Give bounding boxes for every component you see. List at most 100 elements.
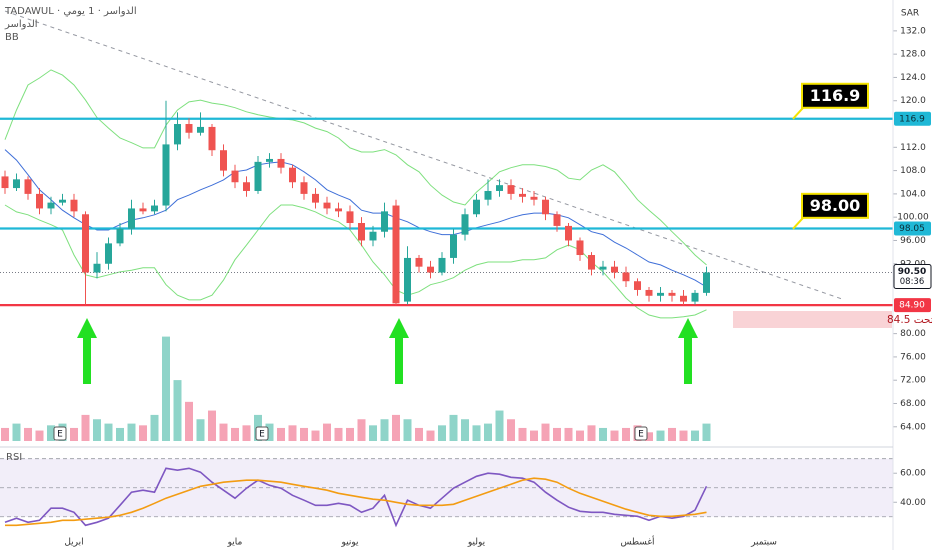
y-tick-label: 96.00 <box>900 236 926 246</box>
x-tick-label: سبتمبر <box>750 538 777 548</box>
volume-bar <box>530 430 538 441</box>
volume-bar <box>369 425 377 441</box>
candle-body <box>611 266 618 273</box>
candle-body <box>450 234 457 258</box>
earnings-label: E <box>259 430 265 440</box>
volume-bar <box>645 432 653 441</box>
last-price-box <box>893 263 932 289</box>
volume-bar <box>564 427 573 441</box>
candle-body <box>289 167 296 183</box>
volume-bar <box>35 430 44 441</box>
volume-bar <box>265 423 274 441</box>
y-tick-label: 72.00 <box>900 376 926 386</box>
x-tick-label: يوليو <box>467 538 486 548</box>
candle-body <box>622 272 630 282</box>
annotation: وقف الخسارة الاغلاق تحت 84.5 <box>887 314 932 326</box>
volume-bar <box>173 380 182 441</box>
candle-body <box>208 126 216 151</box>
candle-body <box>553 214 561 226</box>
volume-bar <box>288 425 297 441</box>
volume-bar <box>104 423 113 441</box>
plot-layer: 132.0 128.0 124.0 120.0 112.0 108.0 104.0 100.0… <box>0 10 932 548</box>
candle-body <box>657 292 664 296</box>
volume-bar <box>380 419 389 441</box>
volume-bar <box>231 427 239 441</box>
candle-body <box>335 208 342 212</box>
candle-body <box>197 126 204 133</box>
candle-body <box>300 182 308 194</box>
y-tick-label: 124.0 <box>900 73 926 83</box>
trendline <box>4 10 845 301</box>
candle-body <box>703 272 710 293</box>
arrows <box>77 318 698 384</box>
x-tick-label: يونيو <box>340 538 359 548</box>
candle-body <box>36 193 43 209</box>
volume-bar <box>415 427 423 441</box>
volume-bar <box>472 425 481 441</box>
earnings-marker <box>634 426 648 441</box>
y-tick-label: 104.0 <box>900 189 926 199</box>
candle-body <box>415 257 423 267</box>
volume-bar <box>461 419 469 441</box>
earnings-marker <box>255 426 269 441</box>
volume-bar <box>403 419 412 441</box>
y-tick-label: 80.00 <box>900 329 926 339</box>
volume-bar <box>311 430 320 441</box>
volume-bar <box>139 425 147 441</box>
level-axis-box <box>894 221 931 236</box>
candle-body <box>312 193 319 203</box>
annotation-box <box>733 311 892 328</box>
candle-body <box>24 179 32 194</box>
candle-body <box>266 158 273 162</box>
candle-body <box>369 231 377 241</box>
candle-body <box>128 208 135 229</box>
earnings-label: E <box>638 430 644 440</box>
candle-body <box>254 161 262 191</box>
volume-bar <box>599 427 607 441</box>
volume-bar <box>426 430 435 441</box>
candle-body <box>461 214 469 235</box>
volume-bar <box>656 430 665 441</box>
x-tick-label: ابريل <box>64 538 83 548</box>
volume-bar <box>668 427 676 441</box>
volume-bar <box>47 425 55 441</box>
candle-body <box>599 266 607 270</box>
candle-body <box>82 214 89 273</box>
x-tick-label: أغسطس <box>620 536 654 548</box>
callout-label: 98.00 <box>810 196 861 215</box>
rsi-tick-label: 60.00 <box>900 469 926 479</box>
last-price-label: 90.50 <box>898 267 926 277</box>
rsi-line <box>4 467 708 528</box>
candle-body <box>13 179 20 189</box>
volume-bar <box>196 419 205 441</box>
callout-label: 116.9 <box>810 86 861 105</box>
candle-body <box>645 289 653 296</box>
volume-bar <box>127 423 136 441</box>
candle-body <box>139 208 147 212</box>
candle-body <box>93 263 101 273</box>
volume-bar <box>116 427 124 441</box>
candle-body <box>691 292 699 302</box>
volume-bar <box>208 410 216 441</box>
level-axis-box <box>894 298 931 313</box>
volume-bar <box>679 430 688 441</box>
volume-bar <box>185 401 193 441</box>
x-tick-label: مايو <box>227 538 243 548</box>
y-tick-label: 68.00 <box>900 399 926 409</box>
bb-upper <box>4 69 707 266</box>
bb-middle <box>4 149 707 288</box>
volume-bar <box>1 427 9 441</box>
candle-body <box>231 170 239 183</box>
candle-body <box>116 228 124 244</box>
level-axis-box <box>894 111 931 126</box>
candle-body <box>519 193 526 197</box>
candle-body <box>381 211 388 232</box>
candle-body <box>438 257 446 273</box>
volume-bar <box>449 414 458 441</box>
callout-box <box>801 192 869 219</box>
volume-bar <box>484 423 492 441</box>
candle-body <box>507 185 515 194</box>
level-axis-label: 116.9 <box>899 114 925 124</box>
level-axis-label: 98.05 <box>899 224 925 234</box>
